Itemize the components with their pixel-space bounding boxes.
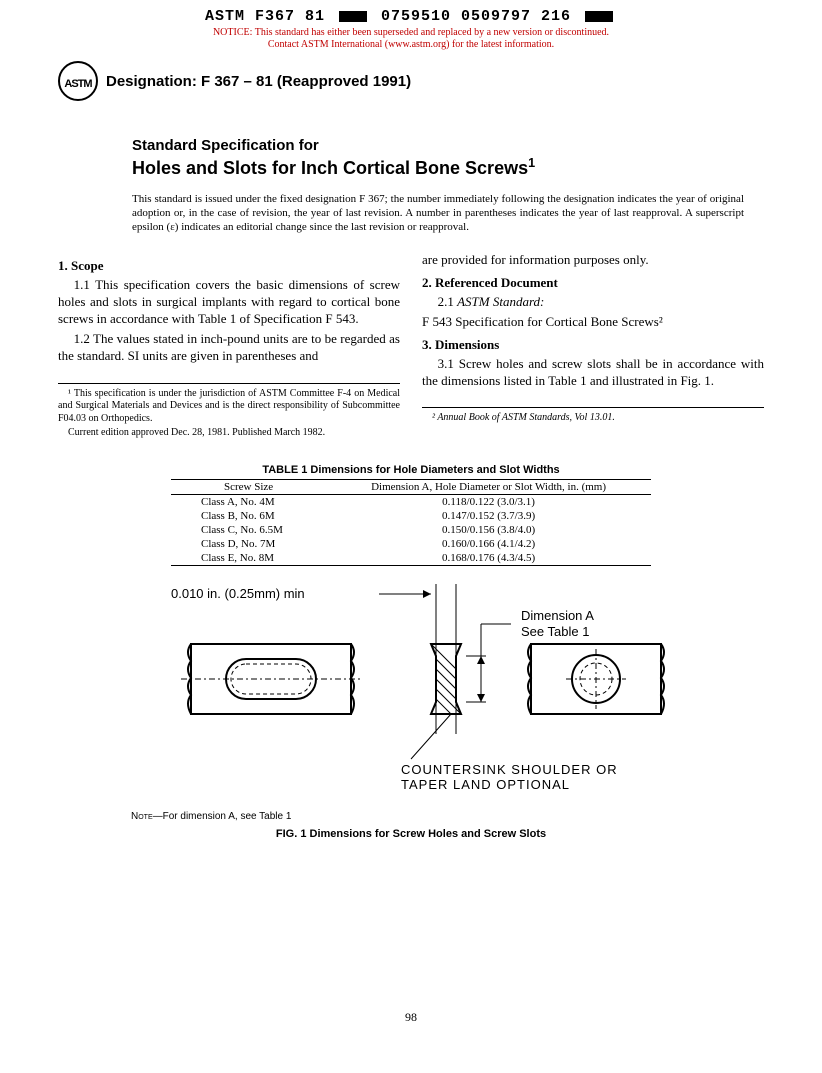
- table-1: TABLE 1 Dimensions for Hole Diameters an…: [171, 464, 651, 566]
- table-row: Class B, No. 6M0.147/0.152 (3.7/3.9): [171, 509, 651, 523]
- table-row: Class E, No. 8M0.168/0.176 (4.3/4.5): [171, 551, 651, 566]
- table-1-head-c1: Screw Size: [171, 479, 326, 494]
- footnote-1b: Current edition approved Dec. 28, 1981. …: [58, 427, 400, 440]
- ocr-header: ASTM F367 81 0759510 0509797 216: [58, 8, 764, 25]
- figure-1-note-text: For dimension A, see Table 1: [163, 811, 292, 822]
- astm-logo-icon: ASTM: [58, 61, 98, 101]
- designation-text: Designation: F 367 – 81 (Reapproved 1991…: [106, 73, 411, 90]
- page-number: 98: [58, 1010, 764, 1025]
- fig-csink-1: COUNTERSINK SHOULDER OR: [401, 762, 618, 777]
- notice-line2: Contact ASTM International (www.astm.org…: [268, 39, 554, 50]
- figure-1-svg: 0.010 in. (0.25mm) min: [131, 584, 691, 794]
- title-sup: 1: [528, 156, 535, 170]
- title-main-text: Holes and Slots for Inch Cortical Bone S…: [132, 158, 528, 178]
- issuance-note: This standard is issued under the fixed …: [132, 193, 744, 234]
- svg-text:ASTM: ASTM: [64, 78, 92, 90]
- table-row: Class C, No. 6.5M0.150/0.156 (3.8/4.0): [171, 523, 651, 537]
- designation-row: ASTM Designation: F 367 – 81 (Reapproved…: [58, 61, 764, 101]
- footnote-block-left: ¹ This specification is under the jurisd…: [58, 383, 400, 440]
- table-row: Class A, No. 4M0.118/0.122 (3.0/3.1): [171, 494, 651, 509]
- fig-dimA-2: See Table 1: [521, 624, 589, 639]
- body-columns: 1. Scope 1.1 This specification covers t…: [58, 252, 764, 441]
- para-2-1: 2.1 ASTM Standard:: [422, 294, 764, 311]
- col2-lead: are provided for information purposes on…: [422, 252, 764, 269]
- title-block: Standard Specification for Holes and Slo…: [132, 137, 764, 179]
- para-2-1-ital: ASTM Standard:: [457, 294, 544, 309]
- para-2-1-num: 2.1: [438, 294, 458, 309]
- figure-1-note: Note—For dimension A, see Table 1: [131, 811, 691, 822]
- para-1-1: 1.1 This specification covers the basic …: [58, 277, 400, 328]
- fig-cross-section: [421, 584, 511, 734]
- para-2-2: F 543 Specification for Cortical Bone Sc…: [422, 314, 764, 331]
- footnote-1a: ¹ This specification is under the jurisd…: [58, 388, 400, 426]
- table-1-grid: Screw Size Dimension A, Hole Diameter or…: [171, 479, 651, 566]
- fig-min-label: 0.010 in. (0.25mm) min: [171, 586, 305, 601]
- fig-hole-shape: [528, 644, 664, 714]
- notice-line1: NOTICE: This standard has either been su…: [213, 27, 609, 38]
- title-prefix: Standard Specification for: [132, 137, 764, 154]
- page: ASTM F367 81 0759510 0509797 216 NOTICE:…: [0, 0, 822, 1045]
- figure-1-caption: FIG. 1 Dimensions for Screw Holes and Sc…: [131, 828, 691, 840]
- section-3-head: 3. Dimensions: [422, 337, 764, 354]
- para-1-2: 1.2 The values stated in inch-pound unit…: [58, 331, 400, 365]
- fig-dimA-1: Dimension A: [521, 608, 594, 623]
- figure-1: 0.010 in. (0.25mm) min: [131, 584, 691, 840]
- section-2-head: 2. Referenced Document: [422, 275, 764, 292]
- table-1-head-c2: Dimension A, Hole Diameter or Slot Width…: [326, 479, 651, 494]
- notice-banner: NOTICE: This standard has either been su…: [58, 27, 764, 51]
- fig-slot-shape: [181, 644, 361, 714]
- fig-csink-2: TAPER LAND OPTIONAL: [401, 777, 570, 792]
- footnote-2: ² Annual Book of ASTM Standards, Vol 13.…: [422, 412, 764, 425]
- table-1-title: TABLE 1 Dimensions for Hole Diameters an…: [171, 464, 651, 476]
- title-main: Holes and Slots for Inch Cortical Bone S…: [132, 156, 764, 179]
- para-3-1: 3.1 Screw holes and screw slots shall be…: [422, 356, 764, 390]
- section-1-head: 1. Scope: [58, 258, 400, 275]
- table-row: Class D, No. 7M0.160/0.166 (4.1/4.2): [171, 537, 651, 551]
- footnote-block-right: ² Annual Book of ASTM Standards, Vol 13.…: [422, 407, 764, 425]
